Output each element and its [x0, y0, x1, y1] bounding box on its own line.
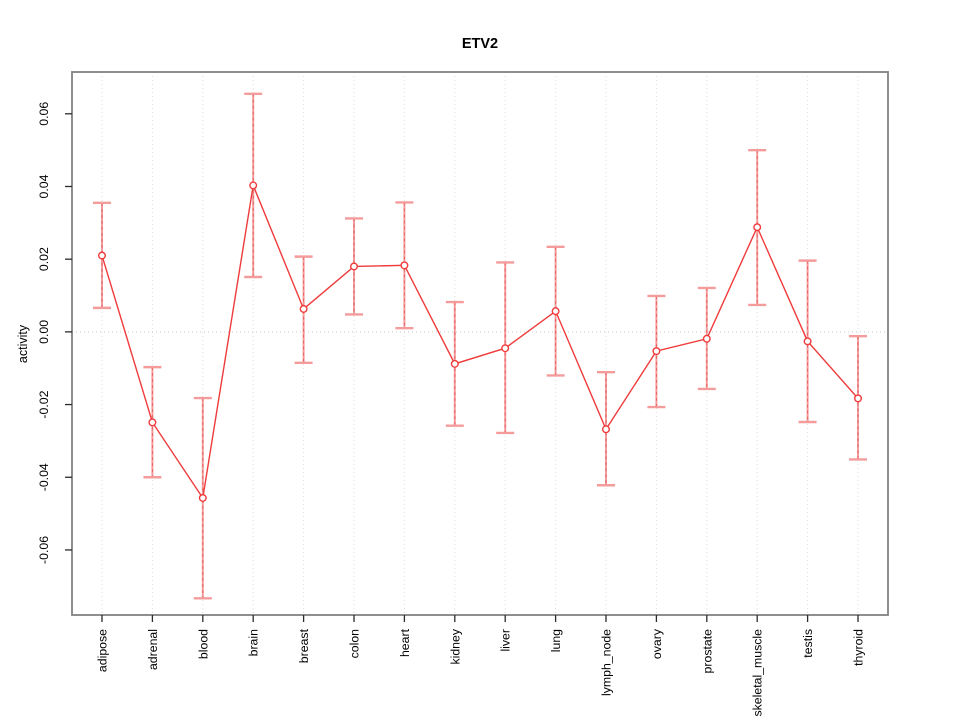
- data-point-breast: [299, 304, 308, 313]
- data-point-ovary: [652, 347, 661, 356]
- x-tick-label: ovary: [650, 628, 664, 659]
- data-point-blood: [198, 493, 207, 502]
- plot-frame: [71, 71, 889, 616]
- data-point-colon: [350, 262, 359, 271]
- data-point-kidney: [450, 359, 459, 368]
- y-tick-label: 0.04: [37, 174, 51, 198]
- data-point-skeletal_muscle: [753, 223, 762, 232]
- x-tick-label: colon: [348, 629, 362, 659]
- x-tick-label: heart: [398, 628, 412, 657]
- y-tick-label: 0.02: [37, 247, 51, 271]
- data-point-testis: [803, 337, 812, 346]
- y-tick-label: 0.00: [37, 320, 51, 344]
- data-line: [101, 182, 859, 500]
- data-point-brain: [249, 181, 258, 190]
- chart-title: ETV2: [462, 36, 498, 52]
- plot-area: -0.06 -0.04 -0.02 0.00 0.02 0.04 0.06 adipose ad…: [37, 71, 889, 717]
- y-tick-label: 0.06: [37, 102, 51, 126]
- data-point-liver: [501, 344, 510, 353]
- y-tick-label: -0.06: [37, 536, 51, 564]
- x-tick-label: thyroid: [852, 629, 866, 666]
- data-point-lung: [551, 307, 560, 316]
- x-tick-label: adrenal: [146, 629, 160, 670]
- x-tick-label: skeletal_muscle: [751, 629, 765, 717]
- data-point-thyroid: [854, 394, 863, 403]
- x-tick-label: breast: [297, 628, 311, 663]
- x-tick-label: prostate: [700, 629, 714, 674]
- data-point-heart: [400, 261, 409, 270]
- x-tick-label: kidney: [448, 628, 462, 664]
- x-tick-label: liver: [499, 629, 513, 652]
- y-tick-label: -0.04: [37, 463, 51, 491]
- data-point-prostate: [702, 334, 711, 343]
- x-tick-label: lymph_node: [600, 629, 614, 696]
- x-tick-label: brain: [247, 629, 261, 657]
- data-point-lymph_node: [602, 425, 611, 434]
- y-tick-label: -0.02: [37, 390, 51, 418]
- x-tick-label: blood: [196, 629, 210, 659]
- x-tick-label: lung: [549, 629, 563, 652]
- data-point-adrenal: [148, 418, 157, 427]
- x-tick-label: adipose: [96, 629, 110, 672]
- y-axis-label: activity: [16, 324, 30, 363]
- x-tick-label: testis: [801, 629, 815, 658]
- data-point-adipose: [97, 251, 106, 260]
